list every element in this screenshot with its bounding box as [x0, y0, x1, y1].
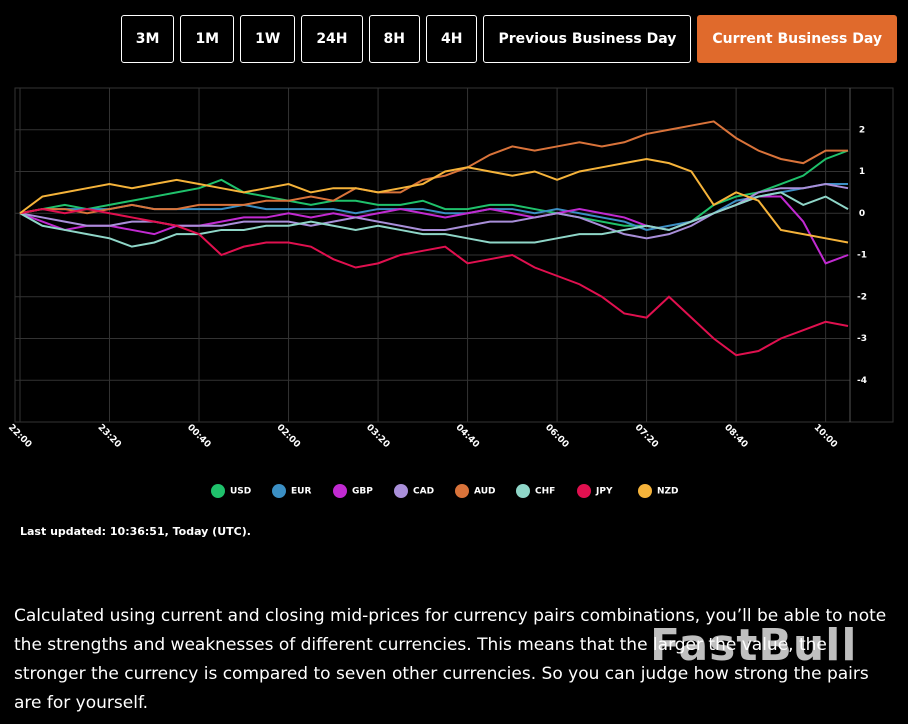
legend-item[interactable]: USD: [211, 484, 251, 498]
x-tick-label: 02:00: [275, 423, 302, 450]
series-line: [19, 157, 849, 244]
range-buttons: 3M 1M 1W 24H 8H 4H Previous Business Day Curren…: [120, 15, 897, 63]
legend-label: NZD: [657, 487, 679, 497]
legend-label: JPY: [595, 487, 613, 497]
last-updated: Last updated: 10:36:51, Today (UTC).: [20, 525, 251, 538]
x-tick-label: 10:00: [812, 423, 839, 450]
description: Calculated using current and closing mid…: [14, 606, 887, 713]
y-tick-label: 1: [859, 167, 865, 177]
range-button[interactable]: 3M: [120, 15, 175, 63]
legend-swatch: [211, 484, 225, 498]
x-tick-label: 06:00: [543, 423, 570, 450]
legend-swatch: [516, 484, 530, 498]
legend-swatch: [638, 484, 652, 498]
legend-item[interactable]: GBP: [333, 484, 373, 498]
x-tick-label: 07:20: [633, 423, 660, 450]
legend-item[interactable]: EUR: [272, 484, 311, 498]
y-tick-label: -3: [857, 334, 867, 344]
y-tick-label: 2: [859, 125, 865, 135]
x-tick-label: 22:00: [6, 423, 33, 450]
legend-swatch: [455, 484, 469, 498]
legend-label: CAD: [413, 487, 434, 497]
legend-label: CHF: [535, 487, 555, 497]
range-button[interactable]: 24H: [301, 15, 363, 63]
legend-item[interactable]: AUD: [455, 484, 495, 498]
series-line: [19, 149, 849, 231]
range-button[interactable]: 4H: [425, 15, 478, 63]
x-tick-label: 00:40: [185, 423, 212, 450]
range-button[interactable]: 1M: [180, 15, 235, 63]
legend-swatch: [272, 484, 286, 498]
legend-label: USD: [230, 487, 251, 497]
x-tick-label: 08:40: [722, 423, 749, 450]
y-tick-label: -4: [857, 376, 867, 386]
series-line: [19, 208, 849, 357]
legend-swatch: [333, 484, 347, 498]
legend-label: EUR: [291, 487, 311, 497]
y-tick-label: 0: [859, 209, 865, 219]
y-tick-label: -1: [857, 251, 867, 261]
series-line: [19, 191, 849, 248]
x-tick-label: 04:40: [454, 423, 481, 450]
y-tick-label: -2: [857, 292, 867, 302]
legend-label: AUD: [474, 487, 495, 497]
watermark: FastBull: [650, 620, 858, 671]
legend-label: GBP: [352, 487, 373, 497]
legend-item[interactable]: CHF: [516, 484, 555, 498]
legend-swatch: [394, 484, 408, 498]
range-button[interactable]: Current Business Day: [697, 15, 897, 63]
range-button[interactable]: 8H: [368, 15, 420, 63]
legend-item[interactable]: JPY: [577, 484, 613, 498]
legend-item[interactable]: CAD: [394, 484, 434, 498]
range-button[interactable]: Previous Business Day: [483, 15, 692, 63]
x-tick-label: 03:20: [364, 423, 391, 450]
legend-swatch: [577, 484, 591, 498]
x-tick-label: 23:20: [95, 423, 122, 450]
chart: 2 1 0 -1 -2 -3 -4 22:00 23:20 00:40 02:00 03:20 04:4…: [6, 87, 894, 498]
legend-item[interactable]: NZD: [638, 484, 679, 498]
range-button[interactable]: 1W: [240, 15, 296, 63]
